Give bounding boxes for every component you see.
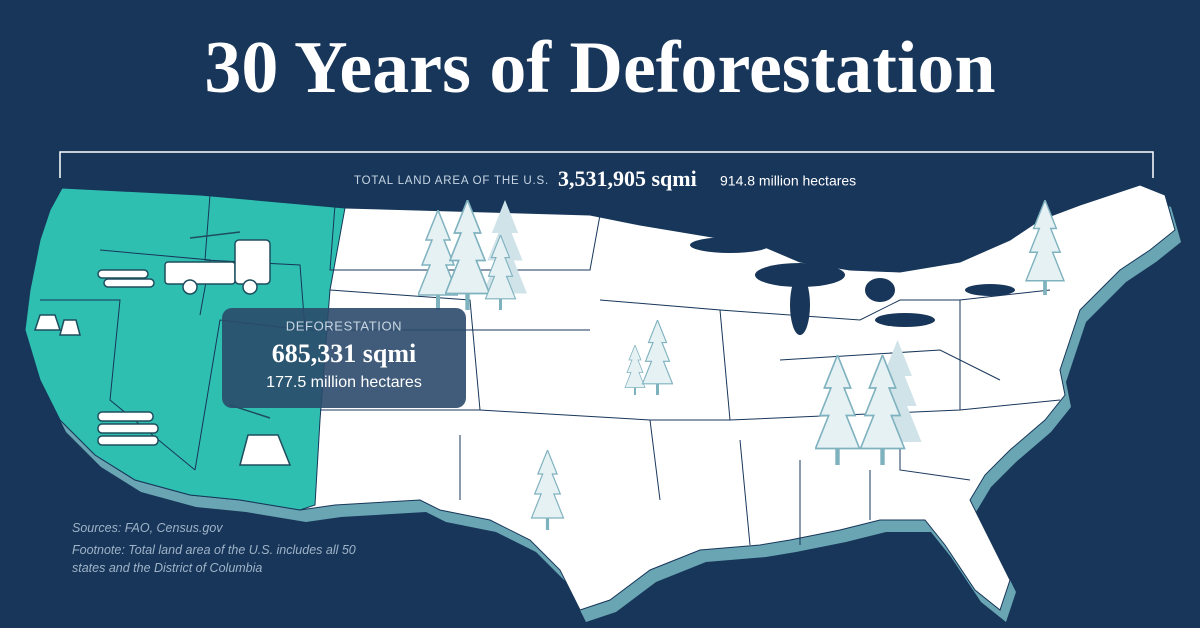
- total-sqmi: 3,531,905 sqmi: [558, 166, 697, 191]
- label-bg: [340, 166, 890, 194]
- deforestation-box: [222, 308, 466, 408]
- deforestation-hectares: 177.5 million hectares: [266, 374, 422, 391]
- total-hectares: 914.8 million hectares: [720, 173, 856, 189]
- total-bracket: [59, 151, 1154, 178]
- us-map: [24, 184, 1181, 622]
- footnote: Footnote: Total land area of the U.S. in…: [72, 543, 356, 575]
- title: 30 Years of Deforestation: [204, 27, 995, 109]
- lake: [875, 313, 935, 327]
- lake: [690, 237, 770, 253]
- deforestation-sqmi: 685,331 sqmi: [272, 339, 416, 368]
- lake: [865, 278, 895, 302]
- lake: [965, 284, 1015, 296]
- deforestation-label: DEFORESTATION: [286, 318, 402, 333]
- total-label: TOTAL LAND AREA OF THE U.S.: [354, 175, 549, 187]
- sources: Sources: FAO, Census.gov: [72, 521, 223, 535]
- lake: [790, 275, 810, 335]
